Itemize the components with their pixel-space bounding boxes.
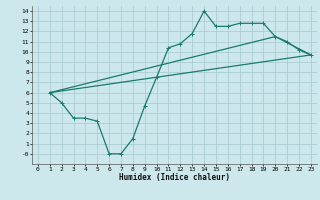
X-axis label: Humidex (Indice chaleur): Humidex (Indice chaleur) — [119, 173, 230, 182]
